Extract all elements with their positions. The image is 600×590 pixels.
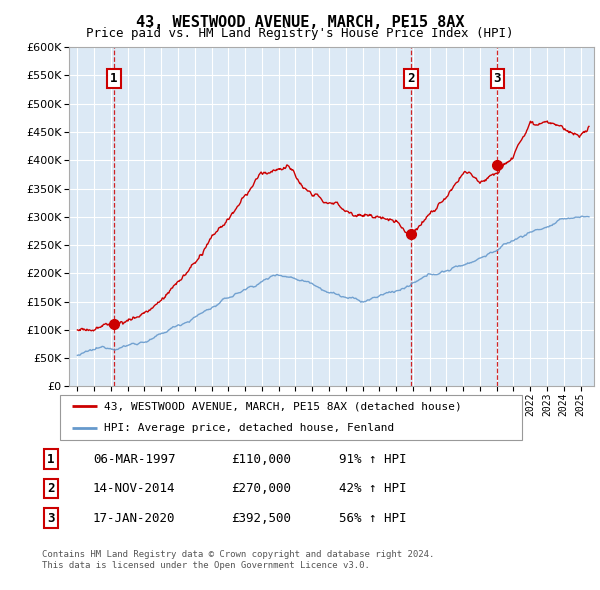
Text: 2: 2 <box>47 482 55 495</box>
Text: This data is licensed under the Open Government Licence v3.0.: This data is licensed under the Open Gov… <box>42 560 370 569</box>
Text: 1: 1 <box>47 453 55 466</box>
Text: 2: 2 <box>407 72 415 85</box>
Text: 17-JAN-2020: 17-JAN-2020 <box>93 512 176 525</box>
Text: £110,000: £110,000 <box>231 453 291 466</box>
Text: 42% ↑ HPI: 42% ↑ HPI <box>339 482 407 495</box>
Text: 1: 1 <box>110 72 118 85</box>
Text: Contains HM Land Registry data © Crown copyright and database right 2024.: Contains HM Land Registry data © Crown c… <box>42 550 434 559</box>
Text: 3: 3 <box>47 512 55 525</box>
Text: £270,000: £270,000 <box>231 482 291 495</box>
Text: 56% ↑ HPI: 56% ↑ HPI <box>339 512 407 525</box>
Text: 43, WESTWOOD AVENUE, MARCH, PE15 8AX: 43, WESTWOOD AVENUE, MARCH, PE15 8AX <box>136 15 464 30</box>
Text: 14-NOV-2014: 14-NOV-2014 <box>93 482 176 495</box>
Text: Price paid vs. HM Land Registry's House Price Index (HPI): Price paid vs. HM Land Registry's House … <box>86 27 514 40</box>
Text: 91% ↑ HPI: 91% ↑ HPI <box>339 453 407 466</box>
FancyBboxPatch shape <box>60 395 522 440</box>
Text: £392,500: £392,500 <box>231 512 291 525</box>
Text: HPI: Average price, detached house, Fenland: HPI: Average price, detached house, Fenl… <box>104 424 394 434</box>
Text: 06-MAR-1997: 06-MAR-1997 <box>93 453 176 466</box>
Text: 3: 3 <box>494 72 501 85</box>
Text: 43, WESTWOOD AVENUE, MARCH, PE15 8AX (detached house): 43, WESTWOOD AVENUE, MARCH, PE15 8AX (de… <box>104 401 461 411</box>
